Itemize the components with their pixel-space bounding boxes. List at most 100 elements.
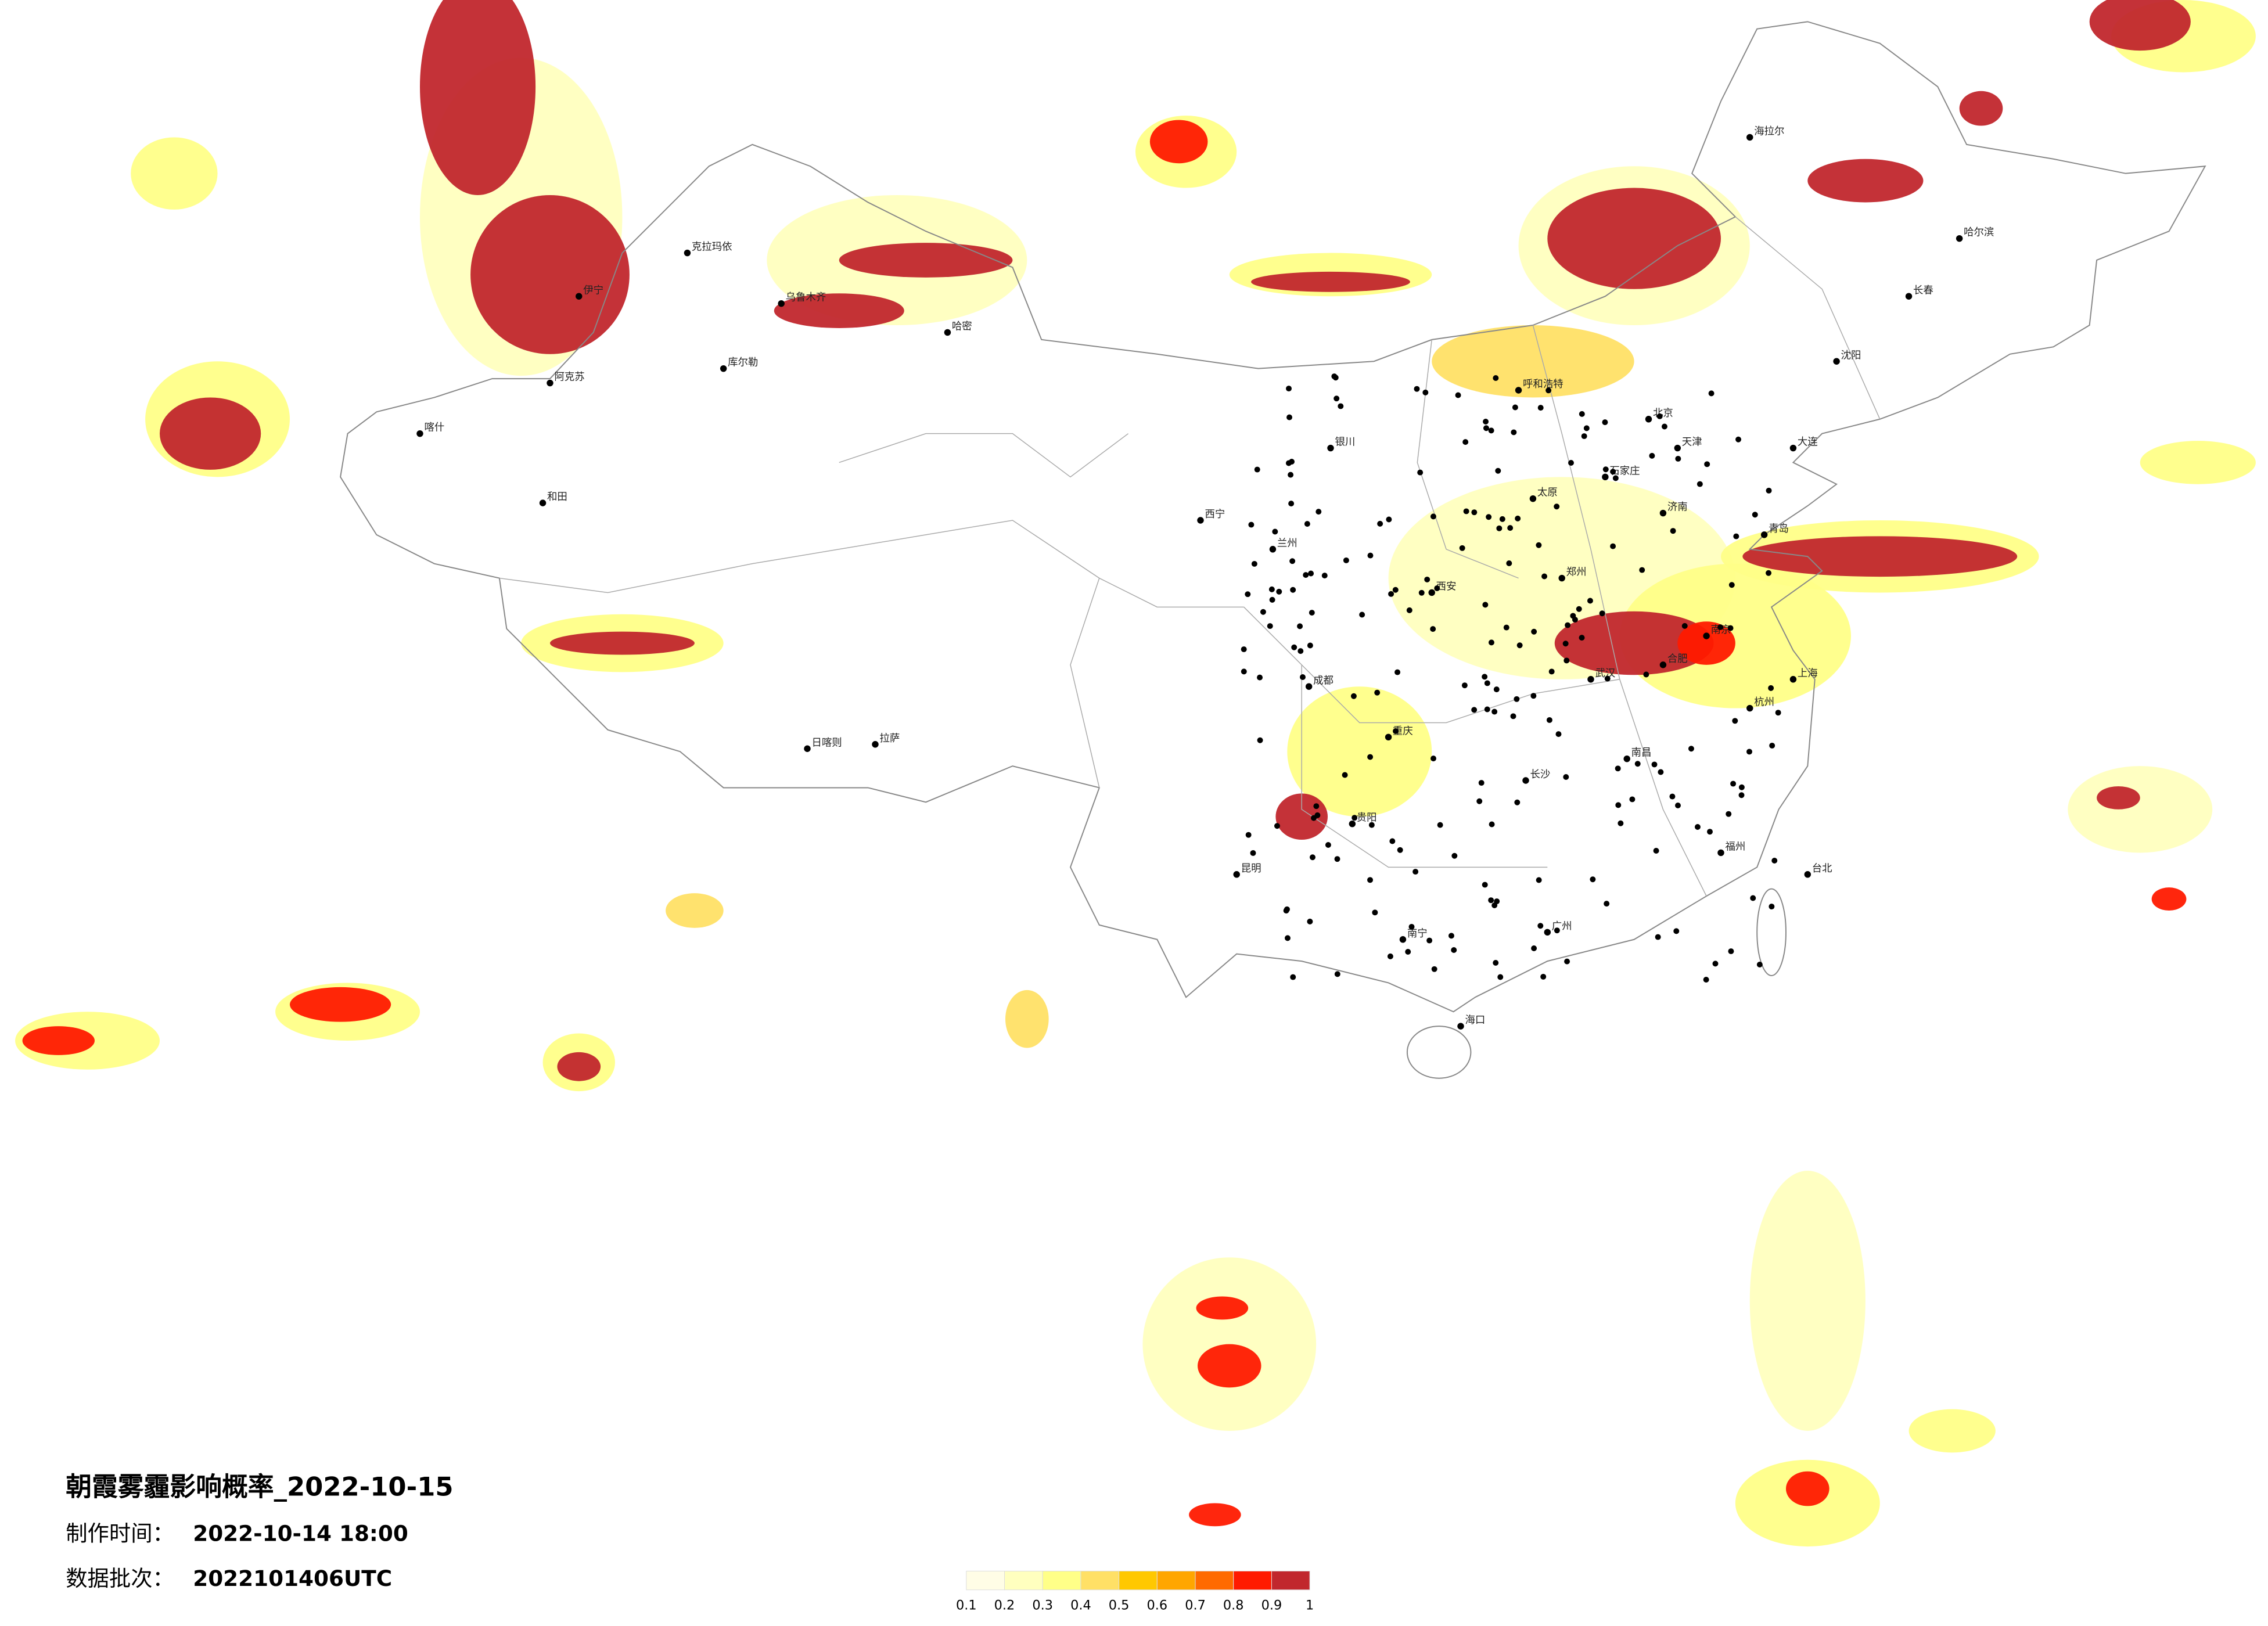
station-dot xyxy=(1732,718,1738,724)
station-dot xyxy=(1726,811,1732,817)
haze-patch xyxy=(557,1052,601,1081)
station-dot xyxy=(1426,937,1433,944)
station-dot xyxy=(1372,909,1378,916)
station-dot xyxy=(1618,820,1624,826)
station-dot xyxy=(1307,642,1313,649)
station-dot xyxy=(1418,589,1425,596)
station-dot xyxy=(1484,706,1490,713)
station-dot xyxy=(1367,877,1373,883)
station-dot xyxy=(1649,452,1655,459)
china-outline xyxy=(340,21,2206,1079)
city-dot xyxy=(1804,871,1811,878)
station-dot xyxy=(1286,414,1293,420)
station-dot xyxy=(1738,784,1745,790)
station-dot xyxy=(1489,821,1495,828)
station-dot xyxy=(1540,973,1547,980)
legend-tick-label: 0.7 xyxy=(1185,1598,1206,1613)
haze-patch xyxy=(22,1026,95,1055)
station-dot xyxy=(1604,901,1610,907)
city-label: 成都 xyxy=(1313,675,1334,686)
station-dot xyxy=(1289,558,1296,564)
city-label: 克拉玛依 xyxy=(692,242,732,253)
city-label: 喀什 xyxy=(424,422,444,434)
city-dot xyxy=(1717,849,1724,857)
station-dot xyxy=(1493,375,1499,381)
station-dot xyxy=(1563,774,1569,780)
station-dot xyxy=(1733,533,1739,539)
city-label: 天津 xyxy=(1682,437,1702,448)
city-dot xyxy=(1457,1023,1464,1030)
haze-patch xyxy=(420,0,536,195)
station-dot xyxy=(1530,693,1537,699)
city-label: 石家庄 xyxy=(1609,465,1640,477)
station-dot xyxy=(1546,717,1552,723)
station-dot xyxy=(1288,472,1294,478)
station-dot xyxy=(1393,728,1399,735)
station-dot xyxy=(1431,966,1437,972)
city-dot xyxy=(547,379,553,387)
city-dot xyxy=(1428,589,1435,596)
station-dot xyxy=(1388,591,1394,597)
station-dot xyxy=(1562,641,1569,647)
legend-swatch xyxy=(1080,1570,1120,1591)
station-dot xyxy=(1284,935,1291,941)
station-dot xyxy=(1512,404,1518,411)
station-dot xyxy=(1602,466,1609,473)
haze-patch xyxy=(666,893,724,928)
station-dot xyxy=(1728,948,1734,955)
legend-swatch xyxy=(1119,1570,1158,1591)
station-dot xyxy=(1394,669,1401,675)
legend-tick-label: 0.2 xyxy=(994,1598,1015,1613)
station-dot xyxy=(1352,815,1358,821)
city-dot xyxy=(1659,661,1667,668)
city-label: 西安 xyxy=(1436,581,1457,592)
station-dot xyxy=(1367,552,1374,559)
station-dot xyxy=(1272,528,1278,535)
station-dot xyxy=(1430,513,1436,520)
station-dot xyxy=(1276,588,1282,595)
city-label: 上海 xyxy=(1798,668,1818,679)
station-dot xyxy=(1735,436,1742,443)
station-dot xyxy=(1602,419,1608,426)
station-dot xyxy=(1643,671,1649,678)
haze-patch xyxy=(1005,990,1049,1048)
city-label: 昆明 xyxy=(1241,863,1261,875)
station-dot xyxy=(1717,624,1724,631)
station-dot xyxy=(1688,746,1694,752)
haze-patch xyxy=(1149,120,1208,164)
station-dot xyxy=(1503,624,1509,631)
legend-tick-label: 0.9 xyxy=(1261,1598,1282,1613)
city-label: 哈密 xyxy=(952,321,972,332)
station-dot xyxy=(1307,918,1313,924)
city-label: 长春 xyxy=(1913,285,1933,296)
station-dot xyxy=(1245,591,1251,598)
city-label: 福州 xyxy=(1725,841,1745,852)
station-dot xyxy=(1565,622,1571,628)
station-dot xyxy=(1250,850,1256,856)
station-dot xyxy=(1769,904,1775,910)
city-label: 南京 xyxy=(1711,624,1731,636)
city-label: 大连 xyxy=(1798,437,1818,448)
station-dot xyxy=(1708,390,1715,397)
haze-patch xyxy=(159,397,261,470)
city-dot xyxy=(1746,134,1753,141)
haze-patch xyxy=(2089,0,2191,51)
station-dot xyxy=(1482,602,1489,608)
station-dot xyxy=(1368,822,1375,828)
station-dot xyxy=(1707,829,1713,835)
city-dot xyxy=(872,741,879,748)
station-dot xyxy=(1462,439,1469,445)
station-dot xyxy=(1615,802,1622,808)
station-dot xyxy=(1251,560,1257,567)
haze-patch xyxy=(1677,621,1735,665)
haze-patch xyxy=(1908,1409,1996,1453)
city-dot xyxy=(1674,444,1681,452)
station-dot xyxy=(1768,685,1774,691)
city-dot xyxy=(1544,929,1551,936)
city-label: 长沙 xyxy=(1530,769,1550,780)
station-dot xyxy=(1493,960,1499,966)
station-dot xyxy=(1495,467,1501,474)
station-dot xyxy=(1283,908,1289,914)
